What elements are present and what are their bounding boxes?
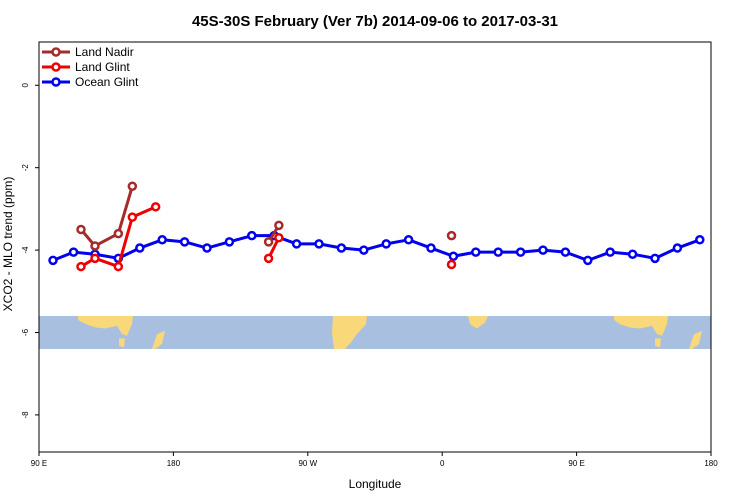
data-point <box>68 247 79 257</box>
x-tick-label: 90 E <box>568 459 584 468</box>
data-point <box>150 202 161 212</box>
y-tick-label: -2 <box>21 164 30 172</box>
data-point <box>403 235 414 245</box>
series-ocean-glint <box>48 230 705 266</box>
data-point <box>263 237 274 247</box>
data-point <box>274 232 284 243</box>
data-point <box>538 245 548 255</box>
data-point <box>76 224 86 235</box>
data-point <box>179 237 190 247</box>
legend-entry: Land Glint <box>42 60 130 74</box>
legend-marker <box>51 62 61 72</box>
land-shape <box>655 338 661 348</box>
legend-marker <box>51 77 61 87</box>
data-point <box>202 243 212 253</box>
y-tick-label: -6 <box>21 328 30 336</box>
data-point <box>650 253 660 264</box>
data-point <box>224 237 235 247</box>
data-point <box>274 220 284 231</box>
land-shape <box>614 316 668 336</box>
data-point <box>127 181 138 191</box>
data-point <box>426 243 436 253</box>
legend-label: Land Glint <box>75 60 130 74</box>
data-point <box>157 235 167 245</box>
data-point <box>247 230 257 241</box>
series-layer <box>48 181 705 272</box>
data-point <box>471 247 481 257</box>
series-land-glint <box>76 202 457 272</box>
x-tick-label: 180 <box>167 459 181 468</box>
data-point <box>448 251 459 262</box>
data-point <box>90 241 100 251</box>
plot-frame <box>38 41 712 453</box>
legend-marker <box>51 47 61 57</box>
land-shape <box>332 316 367 349</box>
y-tick-label: 0 <box>21 82 30 87</box>
land-shape <box>119 338 125 348</box>
data-point <box>135 243 145 253</box>
data-point <box>359 245 369 255</box>
data-point <box>605 247 615 257</box>
y-tick-label: -8 <box>21 411 30 419</box>
data-point <box>560 247 571 257</box>
legend-entry: Land Nadir <box>42 45 134 59</box>
data-point <box>695 235 705 245</box>
data-point <box>336 243 347 253</box>
data-point <box>263 253 274 264</box>
land-shape <box>152 330 165 349</box>
legend-entry: Ocean Glint <box>42 75 139 89</box>
data-point <box>583 255 593 266</box>
legend-label: Ocean Glint <box>75 75 139 89</box>
data-point <box>381 239 391 249</box>
data-point <box>90 253 100 264</box>
data-point <box>493 247 503 257</box>
y-axis: 0 -2 -4 -6 -8 <box>21 82 39 418</box>
ocean-area <box>39 316 711 349</box>
data-point <box>627 249 638 259</box>
x-tick-label: 90 W <box>298 459 317 468</box>
data-point <box>515 247 526 257</box>
y-tick-label: -4 <box>21 246 30 254</box>
x-tick-label: 0 <box>440 459 445 468</box>
data-point <box>672 243 683 253</box>
data-point <box>127 212 138 222</box>
land-shape <box>78 316 133 336</box>
x-tick-label: 180 <box>704 459 718 468</box>
x-axis: 90 E 180 90 W 0 90 E 180 <box>31 452 718 468</box>
y-axis-label: XCO2 - MLO trend (ppm) <box>1 177 15 312</box>
world-map-band <box>39 316 711 349</box>
data-point <box>446 230 457 241</box>
x-axis-label: Longitude <box>349 477 402 491</box>
data-point <box>113 261 124 272</box>
x-tick-label: 90 E <box>31 459 47 468</box>
data-point <box>446 259 457 270</box>
land-shape <box>689 330 702 349</box>
chart-title: 45S-30S February (Ver 7b) 2014-09-06 to … <box>192 13 558 30</box>
land-shape <box>468 316 488 329</box>
data-point <box>48 255 58 266</box>
data-point <box>314 239 324 249</box>
series-line-segment <box>116 216 134 267</box>
data-point <box>76 261 86 272</box>
legend-label: Land Nadir <box>75 45 134 59</box>
series-line-segment <box>116 185 134 235</box>
data-point <box>113 228 124 239</box>
series-land-nadir <box>76 181 457 251</box>
data-point <box>291 239 302 249</box>
